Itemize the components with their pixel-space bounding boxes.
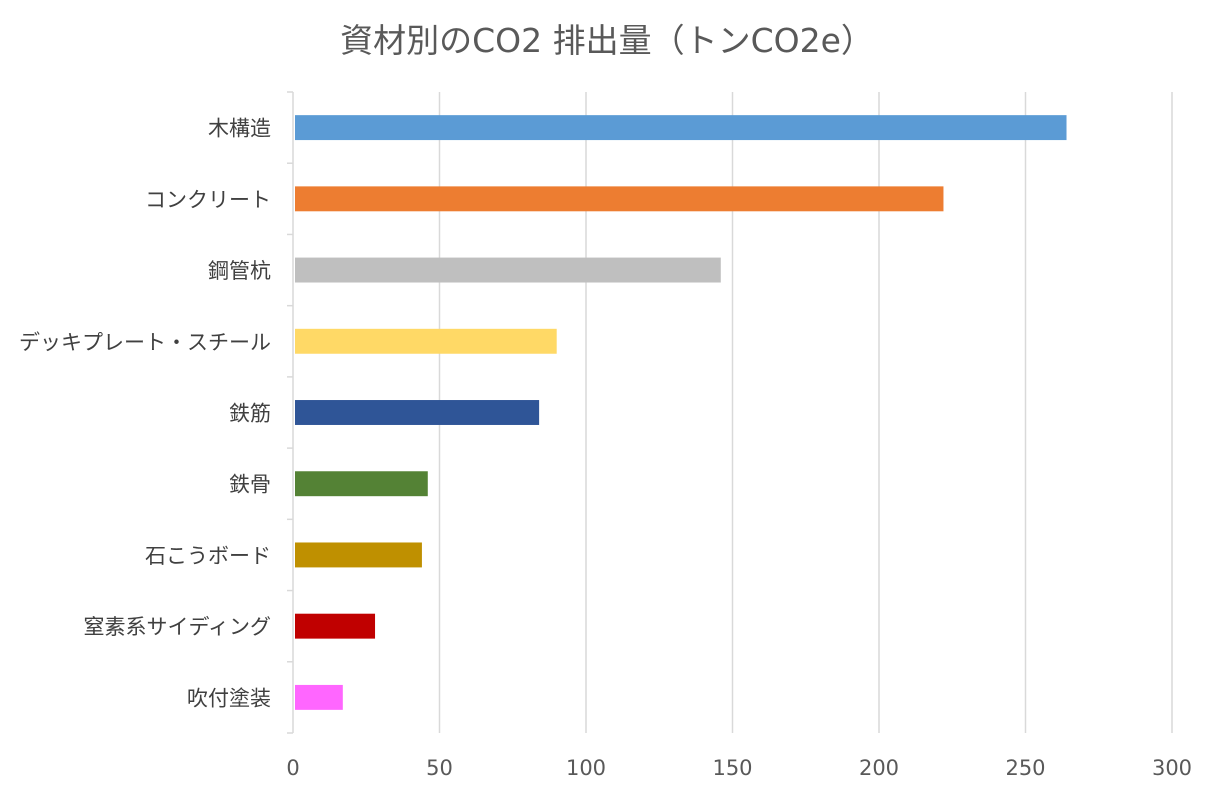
bar [295,471,428,497]
x-tick-label: 300 [1152,756,1192,780]
x-tick-label: 150 [712,756,752,780]
bar [295,613,376,639]
category-label: 吹付塗装 [187,686,271,710]
category-label: 鋼管杭 [208,259,271,283]
x-tick-label: 200 [859,756,899,780]
bar [295,542,422,568]
chart-title: 資材別のCO2 排出量（トンCO2e） [340,21,874,60]
category-label: 石こうボード [145,544,271,568]
category-label: 鉄筋 [229,402,271,426]
x-tick-label: 250 [1005,756,1045,780]
bars [295,115,1067,710]
category-label: デッキプレート・スチール [19,330,271,354]
value-axis-tick-labels: 0 50 100 150 200 250 300 [286,756,1192,780]
bar [295,684,343,710]
bar [295,257,721,283]
category-labels: 木構造コンクリート鋼管杭デッキプレート・スチール鉄筋鉄骨石こうボード窒素系サイデ… [19,117,271,711]
bar [295,328,557,354]
category-label: 窒素系サイディング [83,615,271,639]
category-axis [287,91,294,734]
bar [295,186,944,212]
x-tick-label: 100 [566,756,606,780]
bar [295,115,1067,141]
category-label: 木構造 [208,117,271,141]
category-label: コンクリート [145,188,271,212]
category-label: 鉄骨 [229,473,271,497]
x-tick-label: 0 [286,756,299,780]
x-tick-label: 50 [426,756,453,780]
bar [295,400,540,425]
